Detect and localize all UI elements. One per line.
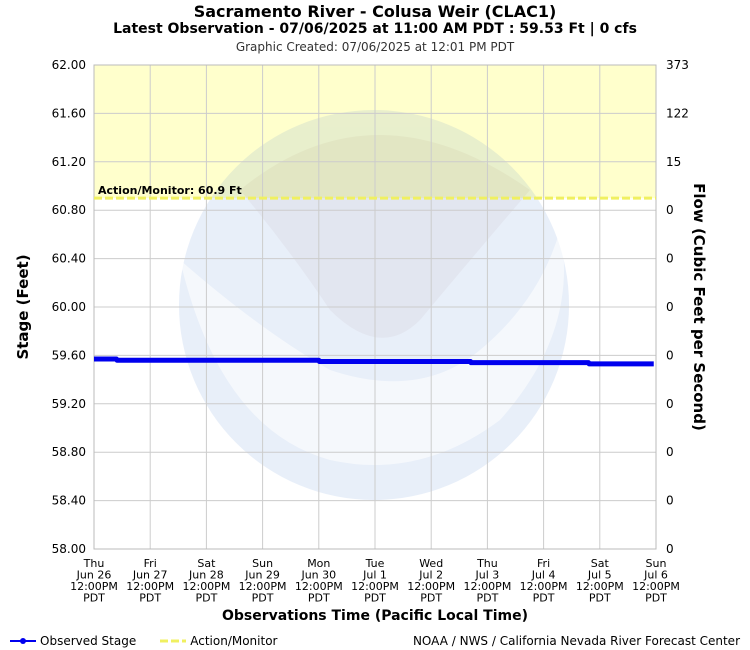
y-tick-label: 60.80 xyxy=(52,203,86,217)
legend-action-label: Action/Monitor xyxy=(190,634,278,648)
y2-tick-label: 0 xyxy=(666,348,674,362)
x-tick-label: Sun Jun 29 12:00PM PDT xyxy=(239,557,287,605)
x-tick-label: Fri Jun 27 12:00PM PDT xyxy=(126,557,174,605)
legend-action: Action/Monitor xyxy=(160,634,277,648)
y-tick-label: 60.00 xyxy=(52,300,86,314)
plot-border-rect xyxy=(93,64,657,550)
y-tick-label: 61.20 xyxy=(52,155,86,169)
y-tick-label: 61.60 xyxy=(52,106,86,120)
x-axis-label: Observations Time (Pacific Local Time) xyxy=(222,608,528,624)
y-tick-label: 59.20 xyxy=(52,397,86,411)
observed-line-icon xyxy=(10,638,36,644)
grid-lines xyxy=(93,64,657,550)
x-tick-label: Fri Jul 4 12:00PM PDT xyxy=(520,557,568,605)
y2-tick-label: 0 xyxy=(666,252,674,266)
y-tick-label: 58.00 xyxy=(52,542,86,556)
plot-frame xyxy=(93,64,657,550)
y2-tick-label: 0 xyxy=(666,494,674,508)
graphic-created: Graphic Created: 07/06/2025 at 12:01 PM … xyxy=(235,40,515,54)
x-tick-label: Sat Jul 5 12:00PM PDT xyxy=(576,557,624,605)
y2-tick-label: 0 xyxy=(666,445,674,459)
observed-stage-series xyxy=(94,356,654,367)
observed-stage-line xyxy=(94,356,654,367)
x-tick-label: Sat Jun 28 12:00PM PDT xyxy=(182,557,230,605)
x-tick-label: Wed Jul 2 12:00PM PDT xyxy=(407,557,455,605)
y-tick-label: 58.40 xyxy=(52,494,86,508)
y2-tick-label: 15 xyxy=(666,155,681,169)
y2-tick-label: 0 xyxy=(666,300,674,314)
y-axis-ticks: 58.00 58.40 58.80 59.20 59.60 60.00 60.40 60.80… xyxy=(52,58,86,556)
y-tick-label: 60.40 xyxy=(52,252,86,266)
y2-tick-label: 122 xyxy=(666,106,689,120)
y-tick-label: 62.00 xyxy=(52,58,86,72)
y2-tick-label: 0 xyxy=(666,397,674,411)
action-monitor-label: Action/Monitor: 60.9 Ft xyxy=(98,184,242,197)
x-tick-label: Tue Jul 1 12:00PM PDT xyxy=(351,557,399,605)
x-tick-label: Sun Jul 6 12:00PM PDT xyxy=(632,557,680,605)
action-line-icon xyxy=(160,639,187,643)
y-tick-label: 58.80 xyxy=(52,445,86,459)
y-axis-label: Stage (Feet) xyxy=(14,254,32,359)
noaa-watermark xyxy=(179,110,569,500)
chart-title: Sacramento River - Colusa Weir (CLAC1) xyxy=(193,2,557,21)
y2-tick-label: 0 xyxy=(666,542,674,556)
legend-observed-label: Observed Stage xyxy=(40,634,137,648)
y2-tick-label: 0 xyxy=(666,203,674,217)
y-tick-label: 59.60 xyxy=(52,348,86,362)
legend: Observed Stage Action/Monitor xyxy=(10,634,295,648)
x-tick-label: Thu Jun 26 12:00PM PDT xyxy=(70,557,118,605)
latest-observation: Latest Observation - 07/06/2025 at 11:00… xyxy=(113,21,637,37)
x-tick-label: Mon Jun 30 12:00PM PDT xyxy=(295,557,343,605)
y2-axis-label: Flow (Cubic Feet per Second) xyxy=(690,183,708,431)
x-tick-label: Thu Jul 3 12:00PM PDT xyxy=(463,557,511,605)
credit-text: NOAA / NWS / California Nevada River For… xyxy=(412,634,740,648)
legend-observed: Observed Stage xyxy=(10,634,136,648)
y2-tick-label: 373 xyxy=(666,58,689,72)
y2-axis-ticks: 0 0 0 0 0 0 0 0 15 122 373 xyxy=(666,58,689,556)
